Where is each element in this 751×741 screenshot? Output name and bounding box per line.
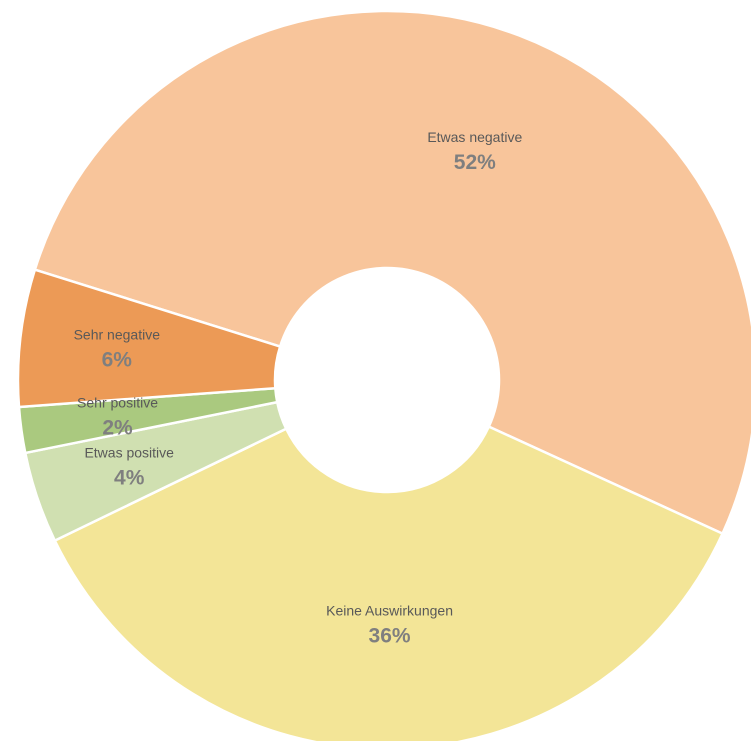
slice-label: Sehr positive [77, 395, 158, 411]
slice-value-label: 36% [369, 625, 411, 648]
donut-slice [53, 424, 725, 741]
donut-slice [33, 9, 751, 536]
slice-label: Etwas negative [427, 129, 522, 145]
slice-label: Etwas positive [84, 444, 174, 460]
slice-label: Sehr negative [74, 326, 161, 342]
slice-value-label: 2% [102, 416, 133, 439]
slice-value-label: 6% [102, 348, 133, 371]
slice-label: Keine Auswirkungen [326, 603, 453, 619]
slice-value-label: 52% [454, 151, 496, 174]
donut-slice [16, 268, 282, 409]
slice-value-label: 4% [114, 466, 145, 489]
